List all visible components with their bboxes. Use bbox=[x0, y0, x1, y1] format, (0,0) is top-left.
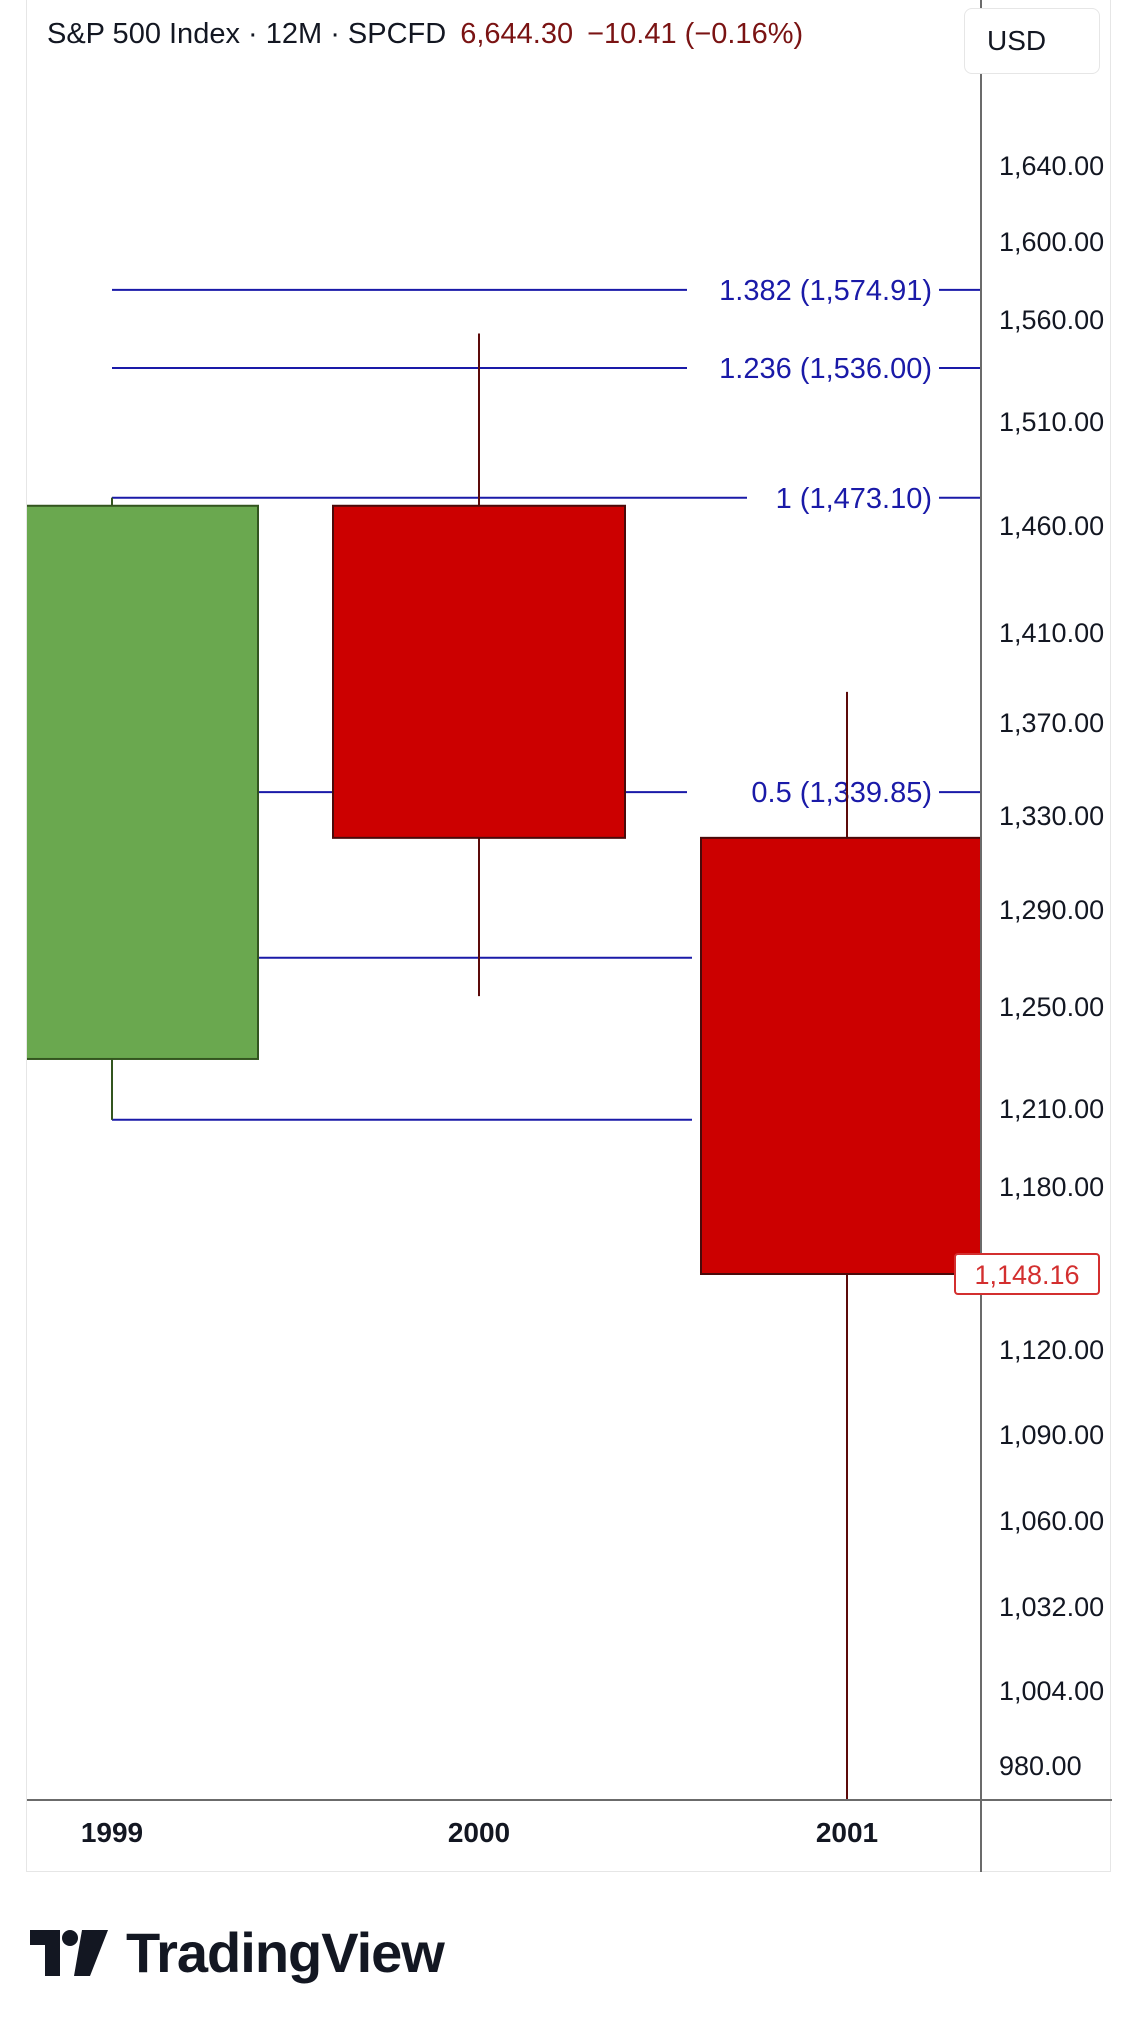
y-tick-label: 1,032.00 bbox=[999, 1592, 1104, 1622]
y-tick-label: 1,460.00 bbox=[999, 511, 1104, 541]
y-tick-label: 1,640.00 bbox=[999, 151, 1104, 181]
y-tick-label: 1,510.00 bbox=[999, 407, 1104, 437]
last-price-label: 1,148.16 bbox=[974, 1260, 1079, 1290]
y-tick-label: 1,290.00 bbox=[999, 895, 1104, 925]
tradingview-brand[interactable]: TradingView bbox=[30, 1920, 445, 1985]
x-tick-label: 1999 bbox=[81, 1817, 143, 1848]
y-tick-label: 1,060.00 bbox=[999, 1506, 1104, 1536]
y-tick-label: 1,410.00 bbox=[999, 618, 1104, 648]
candle-body-2001 bbox=[700, 836, 981, 1275]
fib-level-label: 0.5 (1,339.85) bbox=[751, 777, 932, 809]
chart-panel[interactable]: 1.382 (1,574.91) 1.236 (1,536.00) 1 (1,473… bbox=[26, 0, 1112, 1872]
symbol-legend: S&P 500 Index · 12M · SPCFD 6,644.30 −10.4… bbox=[47, 18, 803, 51]
last-price-marker bbox=[954, 1253, 1100, 1295]
candle-body-1999 bbox=[27, 504, 259, 1060]
x-tick-label: 2000 bbox=[448, 1817, 510, 1848]
y-tick-label: 1,210.00 bbox=[999, 1094, 1104, 1124]
price-change: −10.41 (−0.16%) bbox=[587, 18, 804, 50]
plot-area: 1.382 (1,574.91) 1.236 (1,536.00) 1 (1,473… bbox=[27, 275, 981, 1800]
y-tick-label: 1,180.00 bbox=[999, 1172, 1104, 1202]
fib-level-label: 1.236 (1,536.00) bbox=[719, 353, 932, 385]
y-tick-label: 1,004.00 bbox=[999, 1676, 1104, 1706]
symbol-info: S&P 500 Index · 12M · SPCFD bbox=[47, 18, 447, 50]
y-tick-label: 1,090.00 bbox=[999, 1420, 1104, 1450]
brand-name: TradingView bbox=[126, 1921, 445, 1984]
y-tick-label: 1,120.00 bbox=[999, 1335, 1104, 1365]
currency-label: USD bbox=[987, 25, 1047, 56]
y-tick-label: 980.00 bbox=[999, 1751, 1082, 1781]
x-tick-label: 2001 bbox=[816, 1817, 878, 1848]
candle-body-2000 bbox=[332, 504, 626, 839]
y-tick-label: 1,330.00 bbox=[999, 801, 1104, 831]
tradingview-logo-icon bbox=[30, 1929, 108, 1976]
candlestick-chart[interactable]: 1.382 (1,574.91) 1.236 (1,536.00) 1 (1,473… bbox=[27, 0, 1112, 1872]
fib-level-label: 1.382 (1,574.91) bbox=[719, 275, 932, 307]
fib-level-label: 1 (1,473.10) bbox=[776, 483, 932, 515]
last-price: 6,644.30 bbox=[460, 18, 574, 50]
y-tick-label: 1,560.00 bbox=[999, 305, 1104, 335]
y-tick-label: 1,600.00 bbox=[999, 227, 1104, 257]
y-tick-label: 1,250.00 bbox=[999, 992, 1104, 1022]
y-tick-label: 1,370.00 bbox=[999, 708, 1104, 738]
currency-button[interactable]: USD bbox=[964, 8, 1100, 74]
